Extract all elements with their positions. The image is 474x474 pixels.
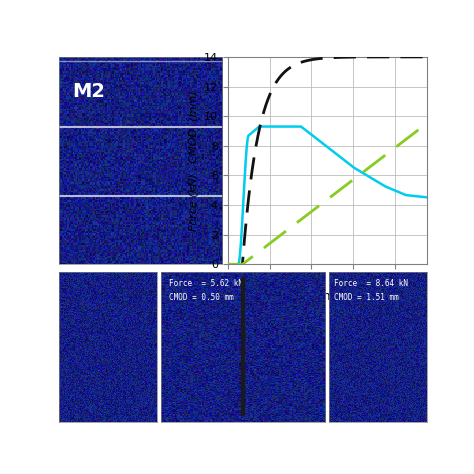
X-axis label: Displacement (mm): Displacement (mm) bbox=[265, 290, 389, 302]
Y-axis label: Force (kN) , CMOD  (mm): Force (kN) , CMOD (mm) bbox=[188, 91, 198, 231]
Text: CMOD = 1.51 mm: CMOD = 1.51 mm bbox=[334, 292, 399, 301]
Text: Force  = 5.62 kN: Force = 5.62 kN bbox=[169, 279, 243, 288]
Text: Force  = 8.64 kN: Force = 8.64 kN bbox=[334, 279, 408, 288]
Text: M2: M2 bbox=[73, 82, 105, 101]
Text: CMOD = 0.50 mm: CMOD = 0.50 mm bbox=[169, 292, 234, 301]
